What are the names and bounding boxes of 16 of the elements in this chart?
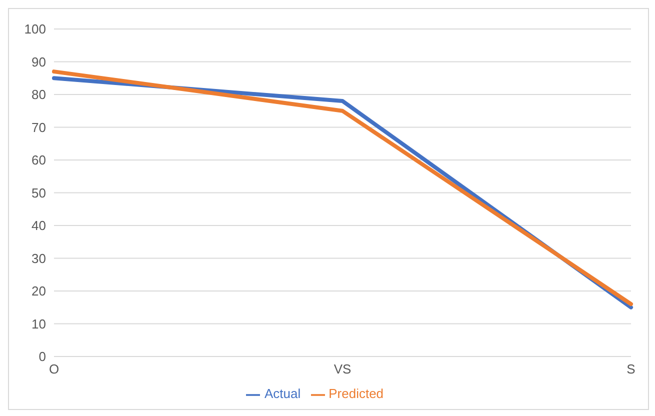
y-tick-label: 20 xyxy=(32,284,46,299)
y-tick-label: 10 xyxy=(32,316,46,332)
y-tick-label: 60 xyxy=(32,152,46,168)
x-tick-label: VS xyxy=(334,362,352,377)
y-tick-label: 90 xyxy=(32,54,46,70)
x-tick-label: O xyxy=(48,362,60,377)
y-tick-label: 40 xyxy=(32,218,46,234)
y-tick-label: 30 xyxy=(32,250,46,266)
y-tick-label: 80 xyxy=(32,87,46,102)
y-tick-label: 100 xyxy=(24,22,46,37)
legend-label: Predicted xyxy=(328,386,384,402)
x-tick-label: S xyxy=(626,362,636,377)
legend-label: Actual xyxy=(264,386,301,402)
y-tick-label: 0 xyxy=(38,349,46,364)
y-tick-label: 70 xyxy=(32,120,46,135)
y-tick-label: 50 xyxy=(32,185,46,200)
